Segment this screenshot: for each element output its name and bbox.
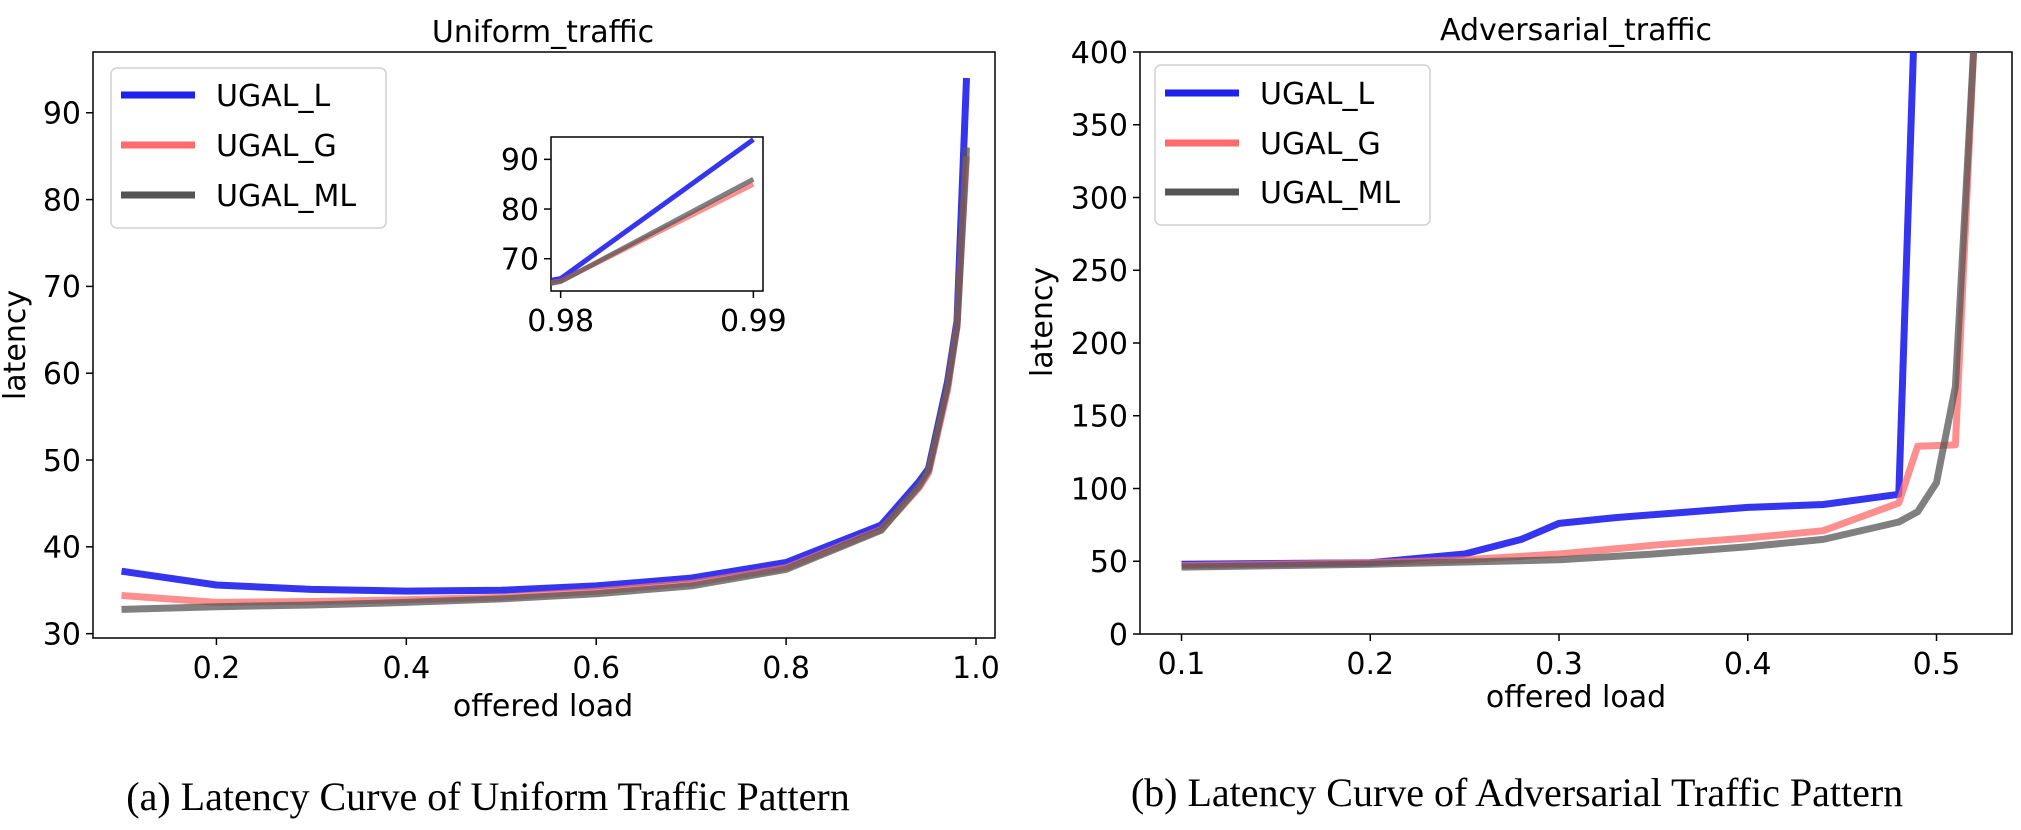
y-tick-label: 50: [43, 444, 81, 479]
y-tick-label: 0: [1109, 618, 1128, 653]
y-tick-label: 90: [501, 143, 539, 178]
plot-frame: [92, 51, 996, 639]
legend-label: UGAL_ML: [216, 179, 356, 214]
y-tick-label: 40: [43, 531, 81, 566]
x-axis-label: offered load: [453, 689, 633, 724]
x-axis-label: offered load: [1486, 680, 1666, 715]
series-line-ugal-l: [1181, 52, 1917, 568]
series-lines: [120, 77, 970, 613]
y-tick-label: 70: [501, 243, 539, 278]
y-tick-label: 300: [1071, 181, 1128, 216]
x-tick-label: 0.2: [193, 651, 241, 686]
axis-ticks: 0.1 0.2 0.3 0.4 0.5 0 50 100 150 200 250 300 350 400: [1071, 36, 1961, 682]
legend: UGAL_L UGAL_G UGAL_ML: [110, 67, 387, 229]
chart-title: Uniform_traffic: [432, 15, 654, 50]
x-tick-label: 0.3: [1535, 647, 1583, 682]
chart-title: Adversarial_traffic: [1440, 13, 1712, 48]
legend-label: UGAL_L: [216, 79, 330, 114]
axis-ticks: 0.2 0.4 0.6 0.8 1.0 30 40 50 60 70 80 90: [43, 97, 1000, 686]
legend-label: UGAL_G: [1260, 127, 1381, 162]
inset-zoom: 0.98 0.99 70 80 90: [501, 136, 787, 339]
y-tick-label: 30: [43, 617, 81, 652]
caption-b: (b) Latency Curve of Adversarial Traffic…: [1131, 770, 1903, 815]
y-tick-label: 250: [1071, 254, 1128, 289]
x-tick-label: 0.98: [527, 304, 594, 339]
x-tick-label: 0.6: [572, 651, 620, 686]
y-tick-label: 60: [43, 357, 81, 392]
series-line-ugal-ml: [121, 147, 970, 613]
x-tick-label: 0.1: [1158, 647, 1206, 682]
x-tick-label: 0.99: [720, 304, 787, 339]
y-tick-label: 90: [43, 97, 81, 132]
y-tick-label: 80: [43, 183, 81, 218]
series-line-ugal-ml: [1181, 52, 1978, 571]
panel-adversarial: Adversarial_traffic 0.1 0.2 0.3 0.4 0.5 0 50 10…: [1025, 13, 2013, 715]
y-tick-label: 400: [1071, 36, 1128, 71]
y-axis-label: latency: [0, 290, 33, 400]
legend-label: UGAL_ML: [1260, 176, 1400, 211]
y-tick-label: 80: [501, 193, 539, 228]
legend: UGAL_L UGAL_G UGAL_ML: [1154, 64, 1431, 226]
legend-box: [110, 67, 387, 229]
y-tick-label: 100: [1071, 472, 1128, 507]
inset-ticks: 0.98 0.99 70 80 90: [501, 143, 787, 339]
y-tick-label: 150: [1071, 400, 1128, 435]
y-axis-label: latency: [1025, 267, 1060, 377]
y-tick-label: 200: [1071, 327, 1128, 362]
legend-box: [1154, 64, 1431, 226]
x-tick-label: 0.4: [1724, 647, 1772, 682]
panel-uniform: Uniform_traffic 0.2 0.4 0.6 0.8 1.0 30 40 50 60 7…: [0, 15, 1000, 724]
series-lines: [1181, 52, 1978, 571]
caption-a: (a) Latency Curve of Uniform Traffic Pat…: [126, 774, 850, 819]
x-tick-label: 0.5: [1913, 647, 1961, 682]
legend-label: UGAL_G: [216, 129, 337, 164]
y-tick-label: 50: [1090, 545, 1128, 580]
x-tick-label: 1.0: [952, 651, 1000, 686]
legend-label: UGAL_L: [1260, 77, 1374, 112]
y-tick-label: 70: [43, 270, 81, 305]
x-tick-label: 0.8: [762, 651, 810, 686]
x-tick-label: 0.2: [1346, 647, 1394, 682]
y-tick-label: 350: [1071, 109, 1128, 144]
x-tick-label: 0.4: [382, 651, 430, 686]
